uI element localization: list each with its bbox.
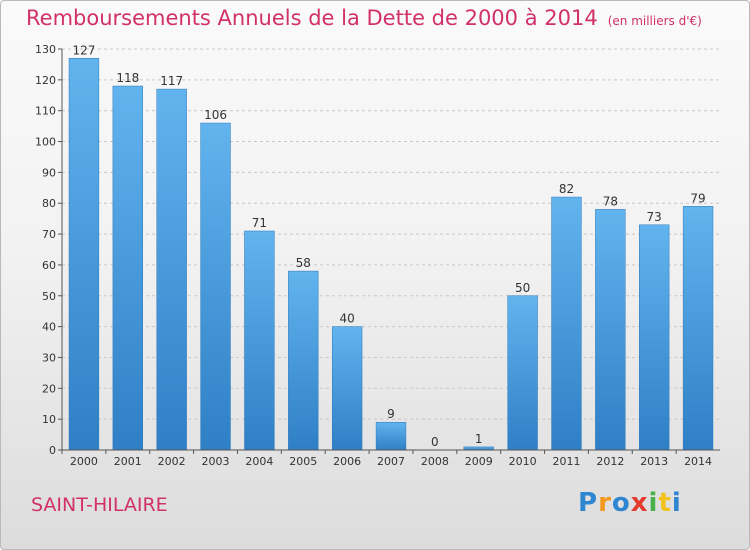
y-tick-label: 50 xyxy=(42,290,56,303)
bar-value-label: 9 xyxy=(387,407,395,421)
y-tick-label: 60 xyxy=(42,259,56,272)
bar-value-label: 58 xyxy=(296,256,311,270)
bars: 127 118 117 106 71 58 40 9 0 1 50 82 78 73 79 xyxy=(68,43,714,451)
bar-2006 xyxy=(331,326,363,451)
bar-value-label: 40 xyxy=(339,312,354,326)
commune-name: SAINT-HILAIRE xyxy=(31,494,168,516)
x-tick-label: 2004 xyxy=(245,455,273,468)
logo-letter: P xyxy=(578,488,599,518)
y-tick-label: 10 xyxy=(42,413,56,426)
logo-letter: x xyxy=(630,488,649,518)
y-tick-label: 130 xyxy=(35,43,56,56)
x-tick-label: 2009 xyxy=(465,455,493,468)
proxiti-logo: Proxiti xyxy=(578,488,682,518)
bar-value-label: 1 xyxy=(475,432,483,446)
bar-value-label: 71 xyxy=(252,216,267,230)
bar-value-label: 118 xyxy=(116,71,139,85)
y-tick-label: 90 xyxy=(42,166,56,179)
y-tick-label: 70 xyxy=(42,228,56,241)
x-tick-label: 2000 xyxy=(70,455,98,468)
x-tick-label: 2001 xyxy=(114,455,142,468)
logo-letter: i xyxy=(671,488,682,518)
bar-value-label: 79 xyxy=(690,191,705,205)
bar-value-label: 127 xyxy=(72,43,95,57)
bar-2007 xyxy=(375,421,407,451)
bar-value-label: 82 xyxy=(559,182,574,196)
x-tick-label: 2012 xyxy=(596,455,624,468)
x-tick-label: 2005 xyxy=(289,455,317,468)
bar-2013 xyxy=(639,224,670,451)
bar-value-label: 117 xyxy=(160,74,183,88)
y-tick-label: 0 xyxy=(49,444,56,457)
bar-value-label: 73 xyxy=(647,210,662,224)
y-tick-label: 30 xyxy=(42,351,56,364)
y-tick-label: 20 xyxy=(42,382,56,395)
x-tick-label: 2002 xyxy=(158,455,186,468)
x-tick-label: 2014 xyxy=(684,455,712,468)
logo-letter: t xyxy=(658,488,672,518)
y-tick-label: 40 xyxy=(42,321,56,334)
bar-value-label: 0 xyxy=(431,435,439,449)
y-tick-label: 110 xyxy=(35,105,56,118)
chart-title-text: Remboursements Annuels de la Dette de 20… xyxy=(26,6,598,30)
y-tick-label: 120 xyxy=(35,74,56,87)
bar-2002 xyxy=(156,88,187,451)
bar-value-label: 106 xyxy=(204,108,227,122)
bar-2003 xyxy=(200,122,231,451)
x-tick-label: 2011 xyxy=(552,455,580,468)
y-tick-label: 80 xyxy=(42,197,56,210)
bar-2012 xyxy=(595,209,626,451)
bar-2000 xyxy=(68,58,100,451)
logo-letter: i xyxy=(648,488,659,518)
bar-value-label: 78 xyxy=(603,194,618,208)
bar-2005 xyxy=(288,270,319,451)
bar-2001 xyxy=(112,85,143,451)
x-tick-label: 2013 xyxy=(640,455,668,468)
chart-title: Remboursements Annuels de la Dette de 20… xyxy=(26,6,702,30)
x-tick-label: 2007 xyxy=(377,455,405,468)
bar-2011 xyxy=(551,196,582,451)
bar-2014 xyxy=(682,206,714,451)
logo-letter: r xyxy=(598,488,612,518)
x-tick-label: 2008 xyxy=(421,455,449,468)
y-tick-label: 100 xyxy=(35,136,56,149)
logo-letter: o xyxy=(611,488,631,518)
x-tick-label: 2010 xyxy=(509,455,537,468)
x-tick-label: 2003 xyxy=(202,455,230,468)
bar-value-label: 50 xyxy=(515,281,530,295)
chart-subtitle: (en milliers d'€) xyxy=(607,14,702,28)
bar-2010 xyxy=(507,295,538,451)
bar-2004 xyxy=(244,230,275,451)
x-tick-label: 2006 xyxy=(333,455,361,468)
